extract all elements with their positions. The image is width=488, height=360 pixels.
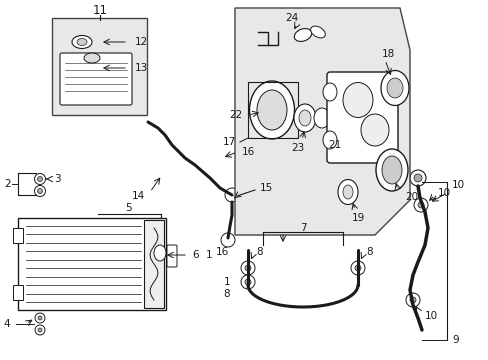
Ellipse shape xyxy=(375,149,407,191)
Text: 10: 10 xyxy=(437,188,450,198)
Circle shape xyxy=(35,325,45,335)
Text: 8: 8 xyxy=(365,247,372,257)
Text: 13: 13 xyxy=(135,63,148,73)
FancyBboxPatch shape xyxy=(60,53,132,105)
Circle shape xyxy=(413,174,421,182)
Ellipse shape xyxy=(337,180,357,204)
Text: 6: 6 xyxy=(192,250,198,260)
Ellipse shape xyxy=(360,114,388,146)
Circle shape xyxy=(409,170,425,186)
Circle shape xyxy=(417,202,423,208)
Text: 23: 23 xyxy=(291,143,304,153)
Text: 22: 22 xyxy=(228,110,242,120)
Polygon shape xyxy=(235,8,409,235)
Circle shape xyxy=(241,275,254,289)
Circle shape xyxy=(241,261,254,275)
Text: 16: 16 xyxy=(242,147,255,157)
Ellipse shape xyxy=(310,26,325,38)
Ellipse shape xyxy=(298,110,310,126)
Text: 11: 11 xyxy=(92,4,107,17)
Ellipse shape xyxy=(313,108,329,128)
Circle shape xyxy=(409,297,415,303)
Text: 3: 3 xyxy=(54,174,61,184)
Ellipse shape xyxy=(386,78,402,98)
Circle shape xyxy=(38,189,42,194)
Ellipse shape xyxy=(323,131,336,149)
Circle shape xyxy=(244,265,250,271)
Text: 1: 1 xyxy=(223,277,229,287)
Bar xyxy=(247,82,297,138)
Text: 9: 9 xyxy=(451,335,458,345)
Circle shape xyxy=(38,328,42,332)
Circle shape xyxy=(35,174,45,184)
Text: 8: 8 xyxy=(256,247,262,257)
Bar xyxy=(13,228,23,243)
Circle shape xyxy=(35,313,45,323)
Circle shape xyxy=(38,176,42,181)
Text: 5: 5 xyxy=(124,203,131,213)
Text: 7: 7 xyxy=(299,223,305,233)
Bar xyxy=(18,218,165,310)
Ellipse shape xyxy=(294,28,311,41)
Bar xyxy=(52,18,147,115)
Ellipse shape xyxy=(77,39,87,45)
Ellipse shape xyxy=(323,83,336,101)
Text: 4: 4 xyxy=(3,319,10,329)
Ellipse shape xyxy=(249,81,294,139)
Bar xyxy=(143,220,163,308)
Text: 15: 15 xyxy=(260,183,273,193)
FancyBboxPatch shape xyxy=(167,245,177,267)
Text: 10: 10 xyxy=(451,180,464,190)
Circle shape xyxy=(354,265,360,271)
Ellipse shape xyxy=(72,36,92,49)
Text: 18: 18 xyxy=(381,49,394,59)
Text: 10: 10 xyxy=(424,311,437,321)
Ellipse shape xyxy=(257,90,286,130)
Text: 19: 19 xyxy=(351,213,364,223)
Ellipse shape xyxy=(342,185,352,199)
Ellipse shape xyxy=(342,82,372,117)
Text: 24: 24 xyxy=(285,13,298,23)
Circle shape xyxy=(224,188,239,202)
Text: 12: 12 xyxy=(135,37,148,47)
Ellipse shape xyxy=(84,53,100,63)
Text: 17: 17 xyxy=(223,137,236,147)
Text: 1: 1 xyxy=(205,250,212,260)
Text: 2: 2 xyxy=(5,179,11,189)
Ellipse shape xyxy=(380,71,408,105)
FancyBboxPatch shape xyxy=(326,72,397,163)
Text: 20: 20 xyxy=(404,192,417,202)
Ellipse shape xyxy=(154,245,165,261)
Circle shape xyxy=(221,233,235,247)
Circle shape xyxy=(350,261,364,275)
Text: 16: 16 xyxy=(215,247,228,257)
Ellipse shape xyxy=(381,156,401,184)
Bar xyxy=(13,285,23,300)
Circle shape xyxy=(38,316,42,320)
Circle shape xyxy=(244,279,250,285)
Circle shape xyxy=(413,198,427,212)
Text: 21: 21 xyxy=(327,140,341,150)
Text: 8: 8 xyxy=(223,289,229,299)
Text: 14: 14 xyxy=(131,191,145,201)
Circle shape xyxy=(405,293,419,307)
Ellipse shape xyxy=(293,104,315,132)
Circle shape xyxy=(35,185,45,197)
